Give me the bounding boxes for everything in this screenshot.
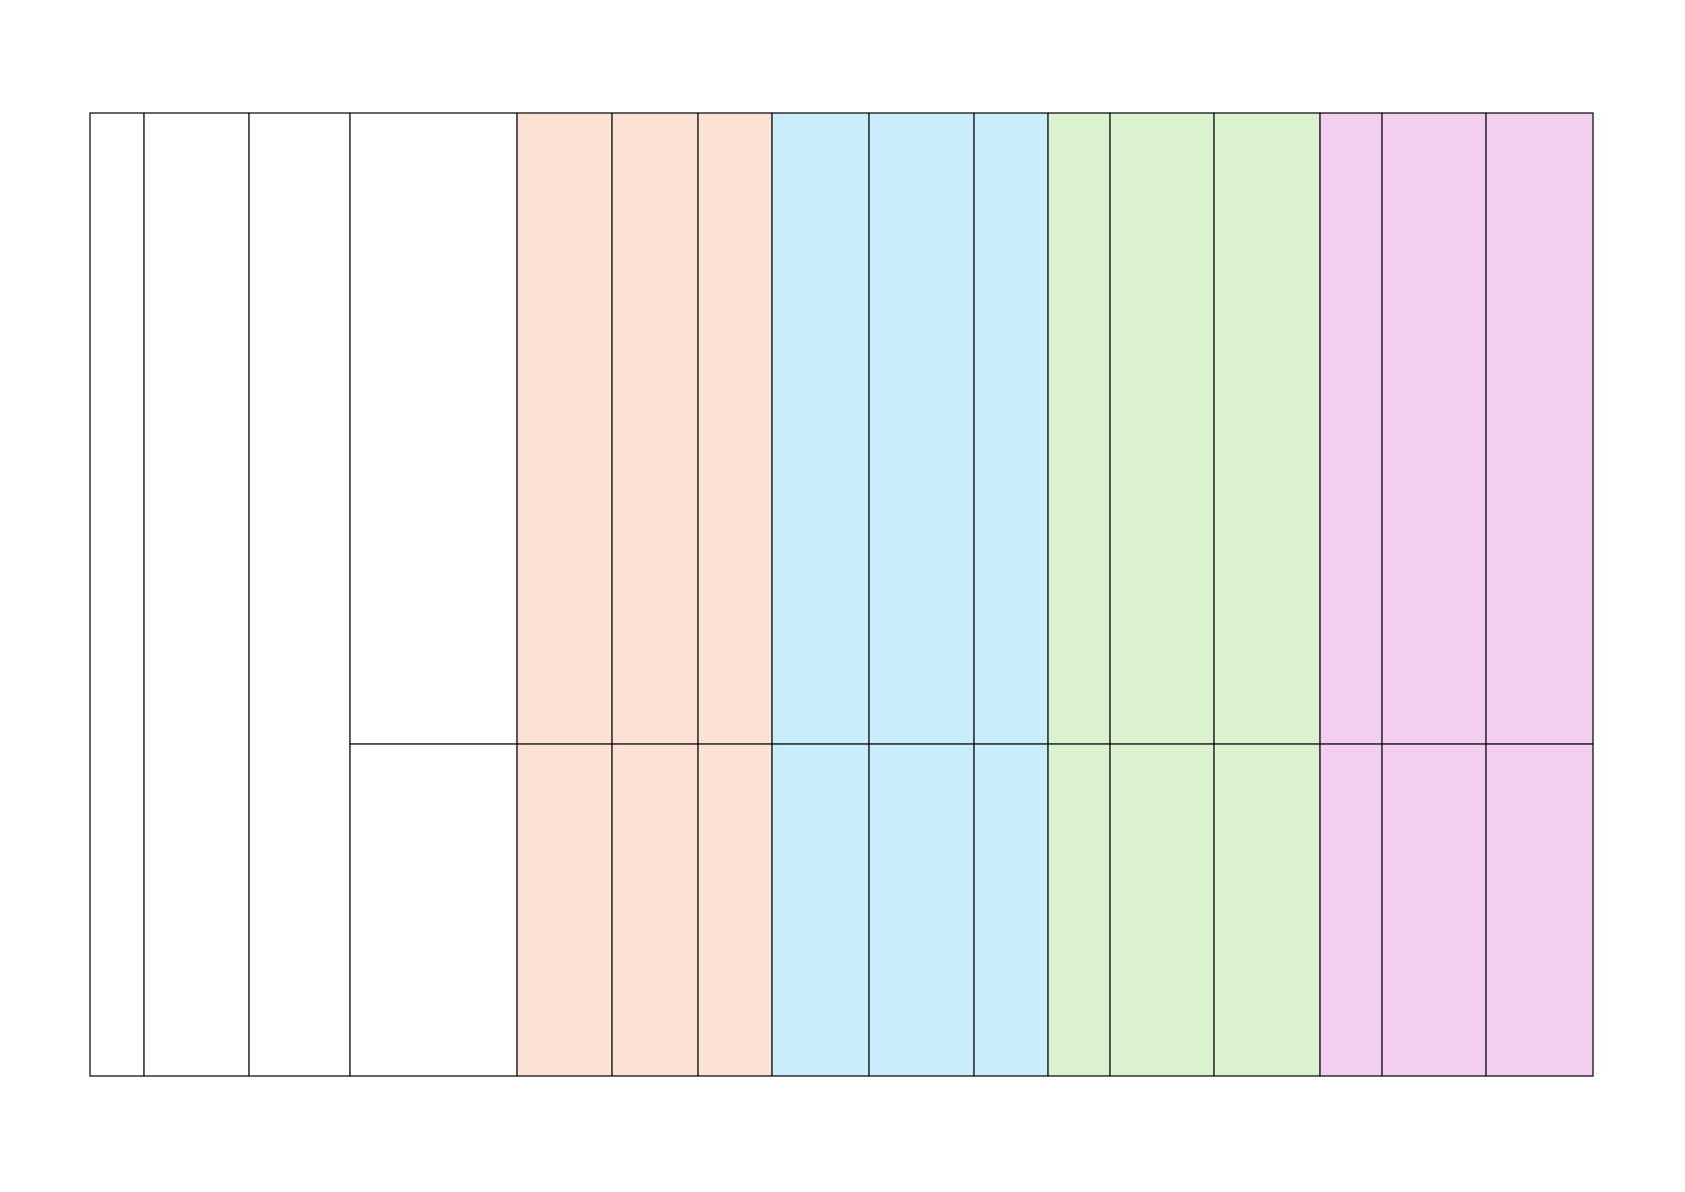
table-cell bbox=[1109, 743, 1215, 1077]
table-cell bbox=[868, 112, 975, 745]
table-cell bbox=[143, 112, 250, 1077]
table-cell bbox=[349, 743, 518, 1077]
table-cell bbox=[868, 743, 975, 1077]
table-cell bbox=[611, 743, 699, 1077]
table-cell bbox=[516, 743, 613, 1077]
table-cell bbox=[1047, 112, 1111, 745]
table-cell bbox=[973, 112, 1049, 745]
table-cell bbox=[973, 743, 1049, 1077]
table-cell bbox=[1485, 112, 1594, 745]
table-cell bbox=[697, 112, 773, 745]
table-cell bbox=[771, 112, 870, 745]
table-cell bbox=[771, 743, 870, 1077]
table-cell bbox=[89, 112, 145, 1077]
table-cell bbox=[1109, 112, 1215, 745]
table-cell bbox=[1319, 743, 1383, 1077]
table-cell bbox=[349, 112, 518, 745]
table-cell bbox=[1381, 743, 1487, 1077]
table-cell bbox=[1213, 743, 1321, 1077]
table-cell bbox=[1213, 112, 1321, 745]
table-cell bbox=[697, 743, 773, 1077]
table-cell bbox=[248, 112, 351, 1077]
table-cell bbox=[1319, 112, 1383, 745]
table-cell bbox=[516, 112, 613, 745]
table-cell bbox=[611, 112, 699, 745]
table-cell bbox=[1485, 743, 1594, 1077]
table-cell bbox=[1381, 112, 1487, 745]
table-cell bbox=[1047, 743, 1111, 1077]
